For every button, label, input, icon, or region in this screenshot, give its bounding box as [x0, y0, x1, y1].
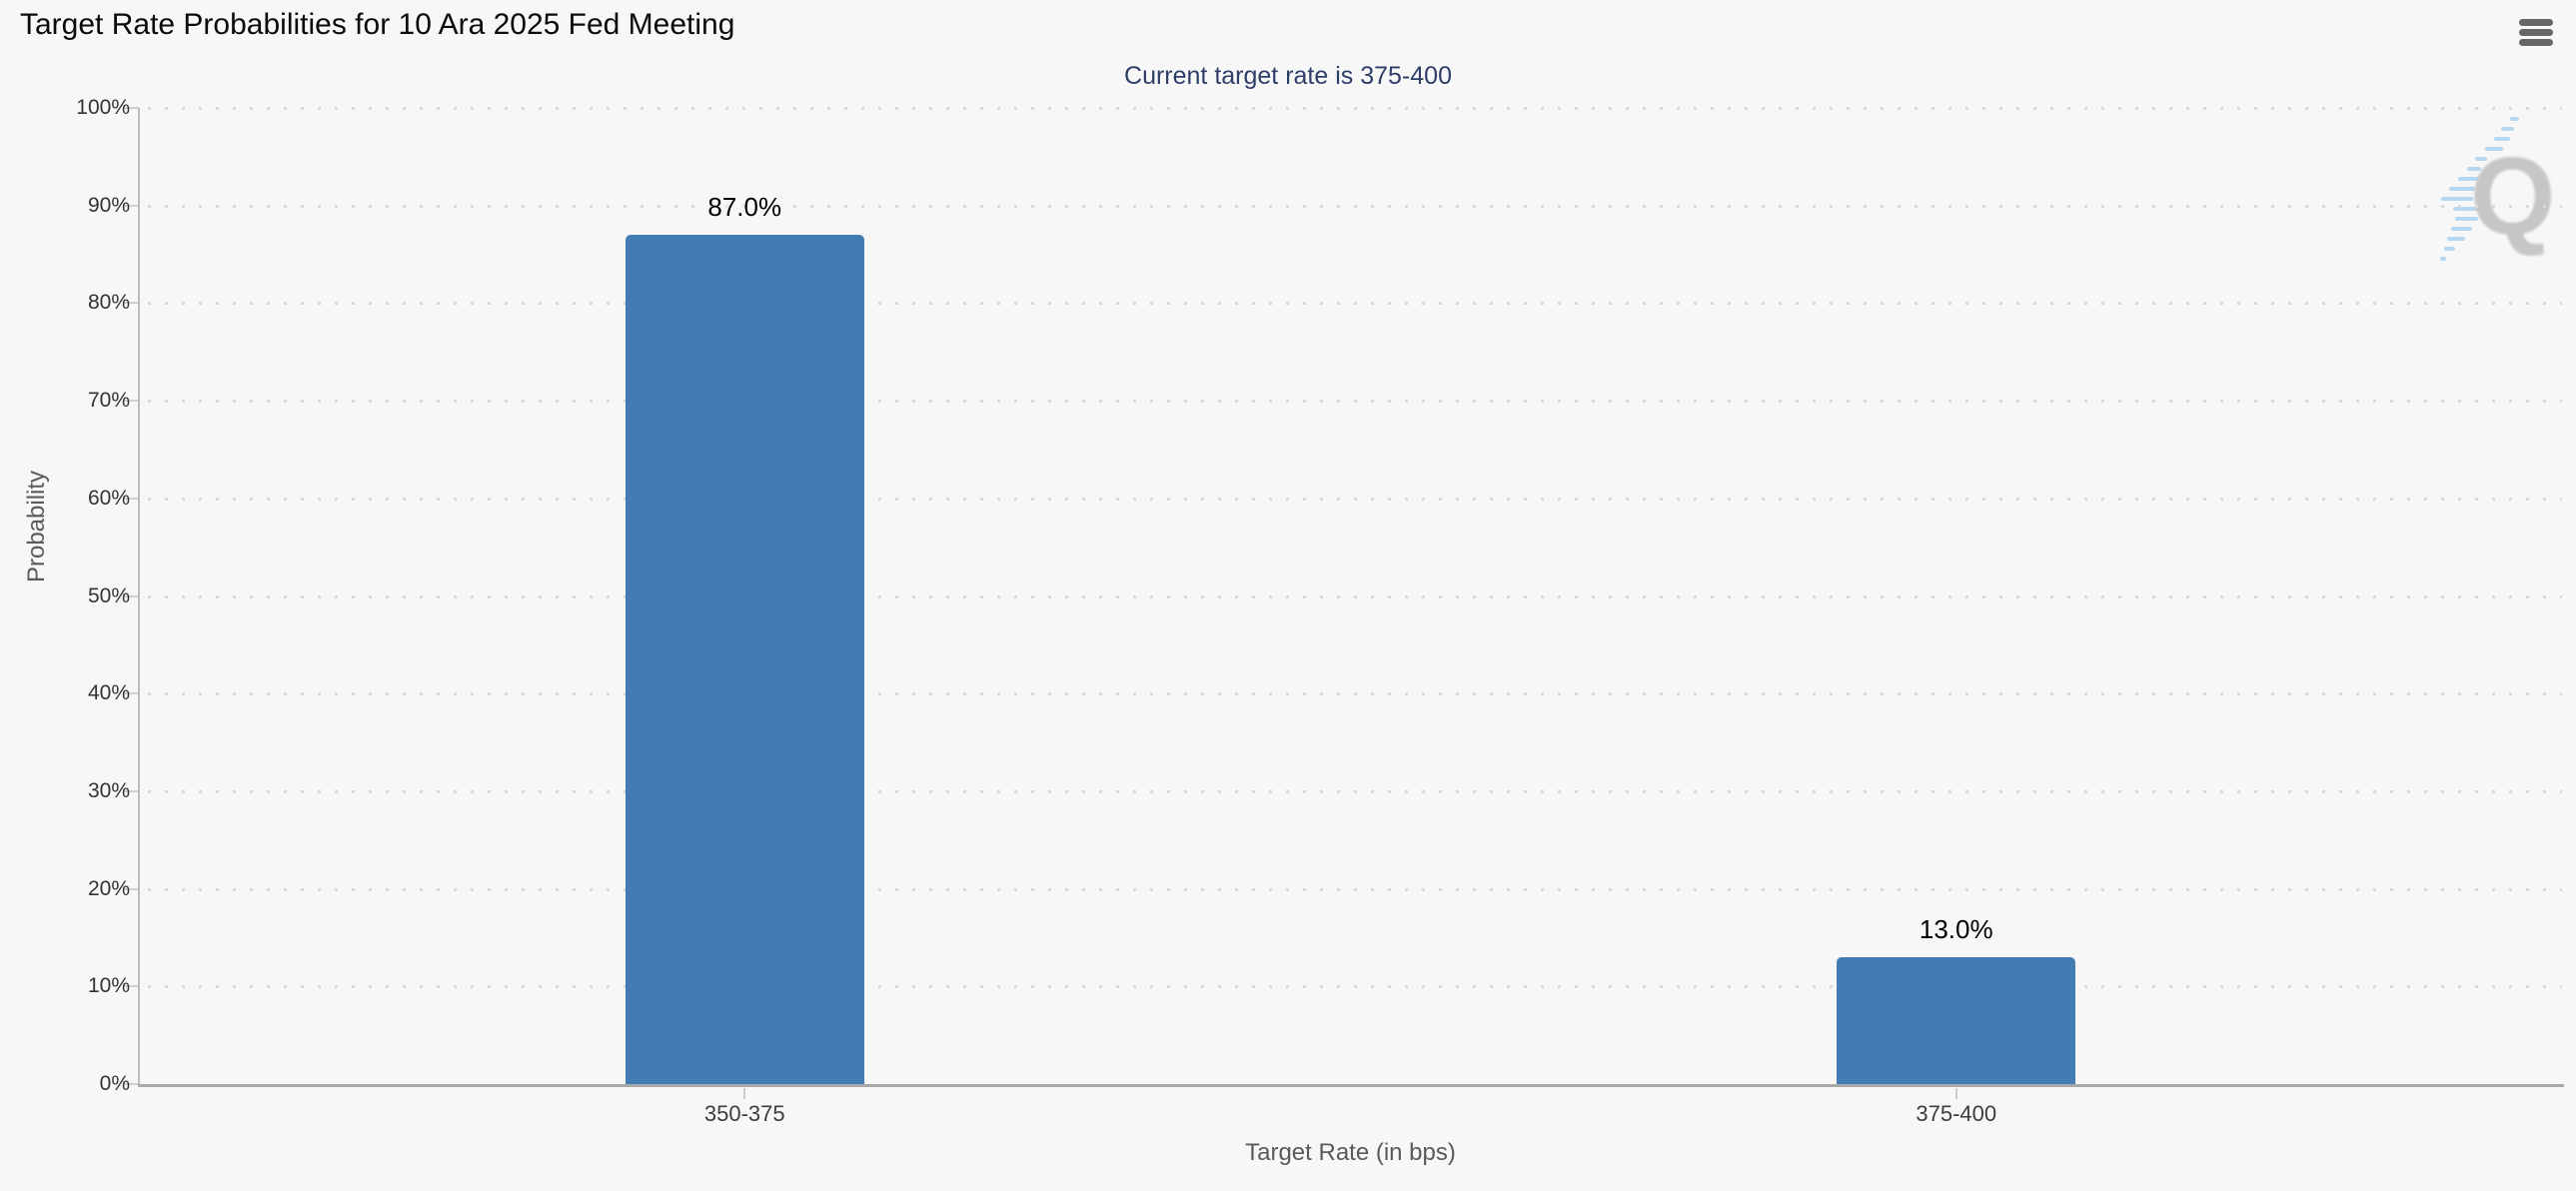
x-category-label: 375-400 [1916, 1101, 1997, 1126]
x-axis-line [138, 1084, 2564, 1087]
watermark-logo: Q [2418, 106, 2556, 276]
y-tick-mark [123, 497, 139, 500]
y-tick-label: 20% [87, 876, 130, 900]
y-gridline [148, 204, 2562, 208]
y-tick-mark [123, 302, 139, 305]
y-gridline [148, 302, 2562, 306]
y-tick-mark [123, 204, 139, 207]
bar-value-label: 87.0% [707, 192, 782, 222]
x-category-label: 350-375 [703, 1101, 785, 1126]
watermark-q-letter: Q [2470, 135, 2556, 258]
hamburger-icon [2518, 19, 2554, 46]
x-axis-title: Target Rate (in bps) [1245, 1139, 1456, 1166]
chart-subtitle: Current target rate is 375-400 [1124, 62, 1452, 90]
y-gridline [148, 107, 2562, 110]
x-tick-mark [1954, 1088, 1957, 1099]
y-gridline [148, 400, 2562, 404]
watermark-stripes [2440, 117, 2519, 261]
y-tick-mark [123, 985, 139, 988]
chart-title: Target Rate Probabilities for 10 Ara 202… [20, 8, 735, 41]
y-gridline [148, 692, 2562, 696]
y-tick-label: 80% [87, 291, 130, 315]
y-tick-mark [123, 595, 139, 597]
y-tick-mark [123, 692, 139, 695]
y-gridline [148, 985, 2562, 989]
y-gridline [148, 887, 2562, 891]
y-tick-label: 70% [87, 389, 130, 413]
y-tick-label: 60% [87, 486, 130, 510]
y-tick-label: 40% [87, 681, 130, 705]
chart-menu-button[interactable] [2518, 19, 2554, 51]
y-tick-label: 30% [87, 778, 130, 802]
bar-value-label: 13.0% [1919, 914, 1993, 944]
y-tick-mark [123, 1083, 139, 1085]
y-tick-mark [123, 789, 139, 792]
bar-350-375[interactable] [625, 235, 864, 1084]
y-tick-label: 90% [87, 193, 130, 217]
y-tick-mark [123, 107, 139, 109]
y-axis-line [138, 108, 140, 1086]
y-tick-label: 100% [76, 96, 130, 119]
y-tick-mark [123, 400, 139, 403]
y-gridline [148, 595, 2562, 598]
y-tick-label: 50% [87, 584, 130, 607]
y-gridline [148, 497, 2562, 501]
x-tick-mark [743, 1088, 746, 1099]
y-tick-mark [123, 887, 139, 890]
y-tick-label: 10% [87, 974, 130, 998]
y-tick-label: 0% [99, 1072, 130, 1095]
bar-375-400[interactable] [1837, 957, 2076, 1084]
y-gridline [148, 789, 2562, 793]
